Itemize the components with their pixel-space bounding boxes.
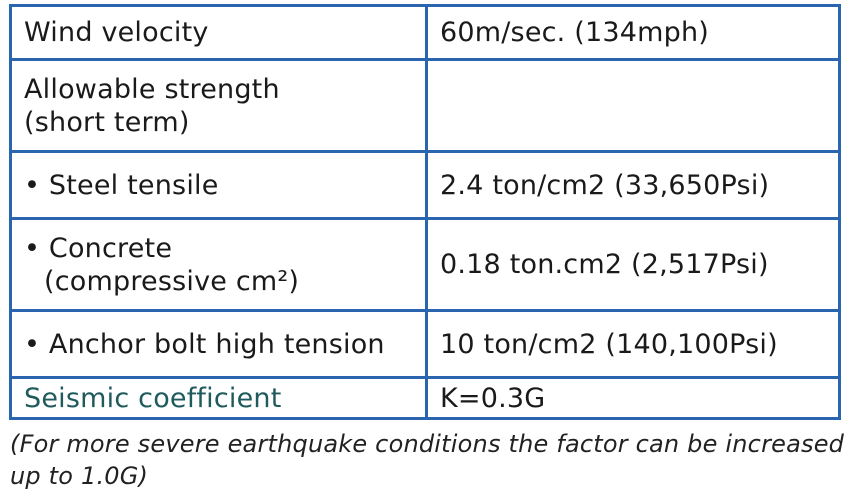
row-label: Wind velocity	[9, 4, 428, 61]
row-value: 2.4 ton/cm2 (33,650Psi)	[425, 150, 841, 220]
table-row: Wind velocity 60m/sec. (134mph)	[9, 4, 841, 61]
row-value: 0.18 ton.cm2 (2,517Psi)	[425, 217, 841, 312]
row-value: 60m/sec. (134mph)	[425, 4, 841, 61]
row-value: 10 ton/cm2 (140,100Psi)	[425, 309, 841, 379]
row-label: • Anchor bolt high tension	[9, 309, 428, 379]
row-label: • Concrete (compressive cm²)	[9, 217, 428, 312]
table-row: • Anchor bolt high tension 10 ton/cm2 (1…	[9, 309, 841, 379]
table-row: Seismic coefficient K=0.3G	[9, 376, 841, 420]
row-label-line2: (compressive cm²)	[44, 265, 300, 297]
table-row: • Steel tensile 2.4 ton/cm2 (33,650Psi)	[9, 150, 841, 220]
row-label: • Steel tensile	[9, 150, 428, 220]
table-row: • Concrete (compressive cm²) 0.18 ton.cm…	[9, 217, 841, 312]
row-label: Seismic coefficient	[9, 376, 428, 420]
row-value	[425, 58, 841, 153]
row-label-line1: Allowable strength	[24, 73, 280, 105]
footnote: (For more severe earthquake conditions t…	[10, 430, 845, 490]
spec-table: Wind velocity 60m/sec. (134mph) Allowabl…	[9, 4, 841, 420]
row-label-line2: (short term)	[24, 106, 190, 138]
row-label-line1: • Concrete	[24, 232, 173, 264]
table-row: Allowable strength (short term)	[9, 58, 841, 153]
row-value: K=0.3G	[425, 376, 841, 420]
row-label: Allowable strength (short term)	[9, 58, 428, 153]
